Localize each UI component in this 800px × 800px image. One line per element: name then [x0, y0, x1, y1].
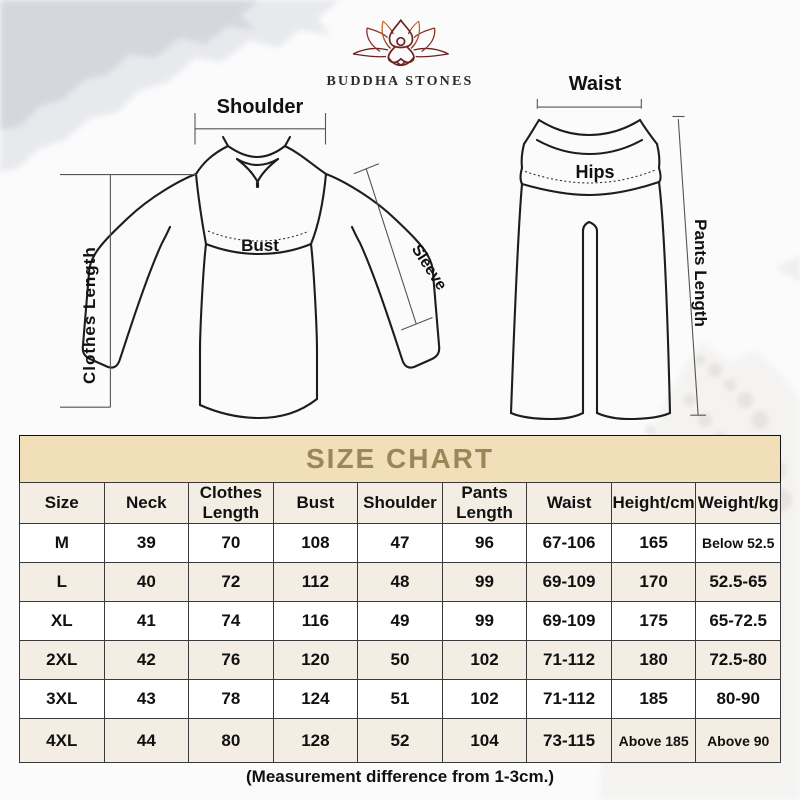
svg-text:Pants Length: Pants Length [691, 219, 710, 327]
